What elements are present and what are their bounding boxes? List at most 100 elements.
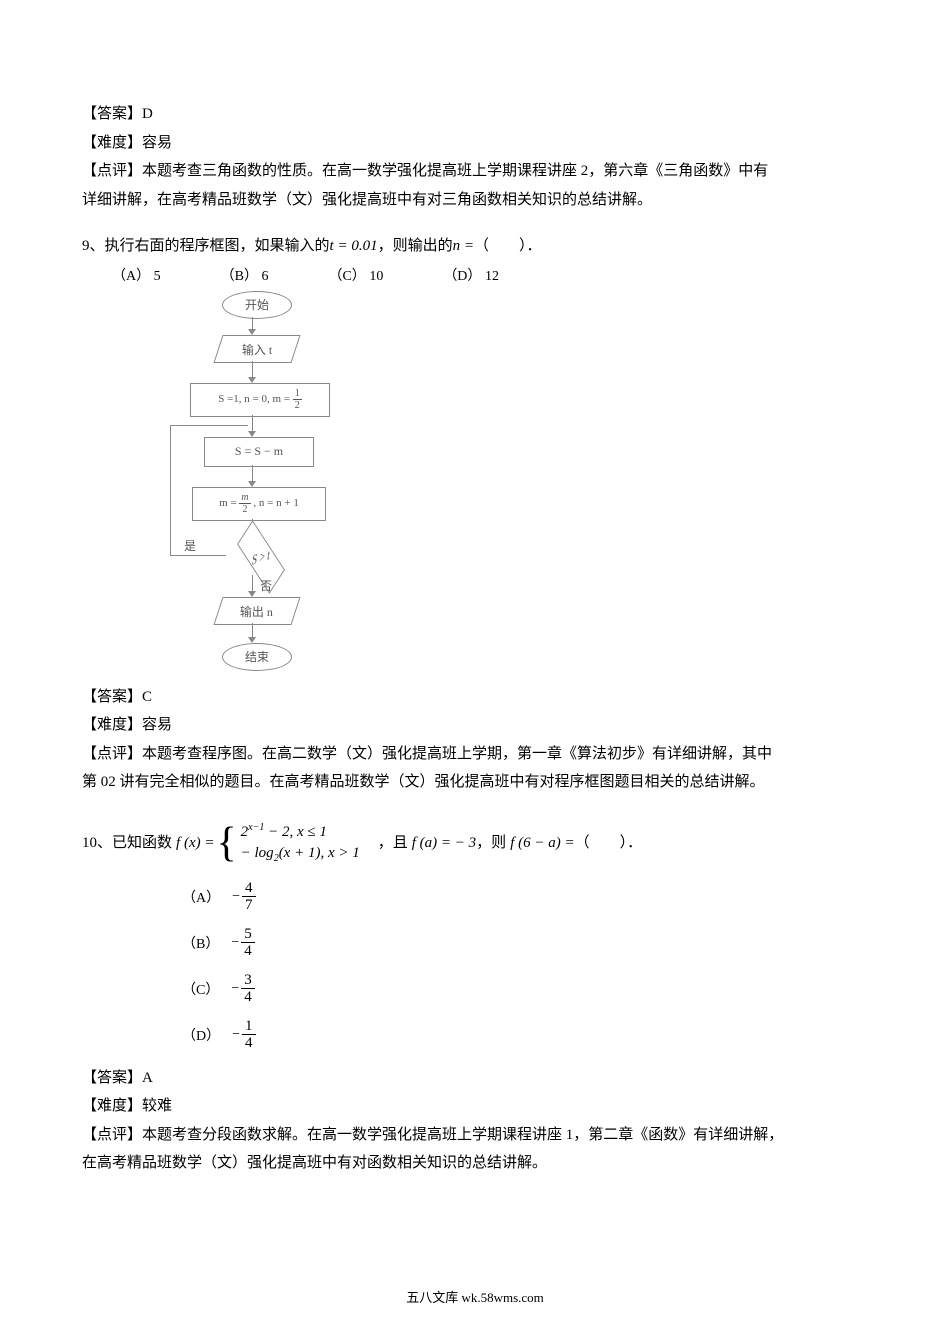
q9-choice-d: （D） 12 (443, 265, 499, 285)
q10-case2-base: − log (241, 845, 274, 861)
q8-comment-line2: 详细讲解，在高考精品班数学（文）强化提高班中有对三角函数相关知识的总结讲解。 (82, 186, 868, 215)
q10-frac-c-num: 3 (241, 972, 255, 990)
difficulty-label: 【难度】 (82, 135, 142, 151)
flow-input-label: 输入 t (242, 340, 272, 357)
minus-icon: − (231, 981, 239, 997)
q10-frac-b-den: 4 (241, 943, 255, 960)
flow-arrow-head (248, 329, 256, 335)
q9-choice-c: （C） 10 (328, 265, 383, 285)
q9-difficulty-line: 【难度】容易 (82, 711, 868, 740)
q10-difficulty-line: 【难度】较难 (82, 1092, 868, 1121)
footer-text: 五八文库 wk.58wms.com (406, 1290, 544, 1305)
flow-start-node: 开始 (222, 291, 292, 319)
q9-stem-c: （ ）． (474, 232, 542, 261)
q10-frac-d-num: 1 (242, 1018, 256, 1036)
q10-comment-line2: 在高考精品班数学（文）强化提高班中有对函数相关知识的总结讲解。 (82, 1149, 868, 1178)
q10-stem-a: 已知函数 (112, 829, 172, 858)
minus-icon: − (232, 889, 240, 905)
flow-start-label: 开始 (245, 296, 269, 313)
q10-number: 10、 (82, 829, 112, 858)
q10-choice-b-label: （B） (182, 933, 219, 953)
q9-choice-c-val: 10 (369, 269, 383, 284)
q10-expr-f6a: f (6 − a) = (510, 829, 574, 858)
q10-frac-c-den: 4 (241, 989, 255, 1006)
q10-choices: （A） − 47 （B） − 54 （C） − 34 （D） − 14 (182, 880, 868, 1052)
flow-output-node: 输出 n (213, 597, 300, 625)
flow-step1-label: S = S − m (235, 444, 283, 459)
flow-init-label: S =1, n = 0, m = 12 (218, 388, 302, 411)
flow-no-label: 否 (260, 577, 272, 594)
flow-init-node: S =1, n = 0, m = 12 (190, 383, 330, 417)
q10-frac-c: 34 (241, 972, 255, 1006)
q8-answer-value: D (142, 106, 153, 122)
q10-case1-exp: x−1 (248, 822, 264, 833)
q10-choice-c-label: （C） (182, 979, 219, 999)
q9-number: 9、 (82, 232, 105, 261)
q10-frac-d: 14 (242, 1018, 256, 1052)
q9-choice-a-val: 5 (154, 269, 161, 284)
q10-choice-d: （D） − 14 (182, 1018, 868, 1052)
q10-answer-line: 【答案】A (82, 1064, 868, 1093)
q10-case2: − log2(x + 1), x > 1 (241, 843, 360, 866)
q8-comment-1: 本题考查三角函数的性质。在高一数学强化提高班上学期课程讲座 2，第六章《三角函数… (142, 163, 768, 179)
q9-answer-value: C (142, 689, 152, 705)
q9-stem: 9、 执行右面的程序框图，如果输入的 t = 0.01 ，则输出的 n = （ … (82, 232, 868, 261)
q9-comment-2: 第 02 讲有完全相似的题目。在高考精品班数学（文）强化提高班中有对程序框图题目… (82, 774, 765, 790)
flow-cond-label: S > t (251, 544, 271, 568)
q9-expr-t: t = 0.01 (330, 232, 378, 261)
flow-input-node: 输入 t (213, 335, 300, 363)
difficulty-label: 【难度】 (82, 1098, 142, 1114)
q10-cases: 2x−1 − 2, x ≤ 1 − log2(x + 1), x > 1 (241, 821, 360, 866)
flow-end-label: 结束 (245, 648, 269, 665)
flow-end-node: 结束 (222, 643, 292, 671)
q9-expr-n: n = (453, 232, 474, 261)
q10-stem: 10、 已知函数 f (x) = { 2x−1 − 2, x ≤ 1 − log… (82, 821, 868, 866)
q10-frac-a: 47 (242, 880, 256, 914)
q9-comment-line1: 【点评】本题考查程序图。在高二数学（文）强化提高班上学期，第一章《算法初步》有详… (82, 740, 868, 769)
q9-answer-line: 【答案】C (82, 683, 868, 712)
q10-difficulty-value: 较难 (142, 1098, 172, 1114)
q9-choice-d-val: 12 (485, 269, 499, 284)
q10-frac-a-den: 7 (242, 897, 256, 914)
q10-frac-b-num: 5 (241, 926, 255, 944)
flow-yes-label: 是 (184, 537, 196, 554)
comment-label: 【点评】 (82, 746, 142, 762)
q10-comment-2: 在高考精品班数学（文）强化提高班中有对函数相关知识的总结讲解。 (82, 1155, 547, 1171)
q10-frac-d-den: 4 (242, 1035, 256, 1052)
q9-difficulty-value: 容易 (142, 717, 172, 733)
flowchart-diagram: 开始 输入 t S =1, n = 0, m = 12 S = S − m m … (132, 291, 332, 671)
q10-stem-c: ，则 (476, 829, 506, 858)
q10-frac-a-num: 4 (242, 880, 256, 898)
flow-arrow (170, 555, 226, 556)
q10-choice-a-label: （A） (182, 887, 220, 907)
q10-stem-d: （ ）． (575, 829, 643, 858)
q10-choice-d-label: （D） (182, 1025, 220, 1045)
q9-comment-line2: 第 02 讲有完全相似的题目。在高考精品班数学（文）强化提高班中有对程序框图题目… (82, 768, 868, 797)
q9-stem-b: ，则输出的 (378, 232, 453, 261)
flow-arrow (170, 425, 171, 555)
q8-comment-2: 详细讲解，在高考精品班数学（文）强化提高班中有对三角函数相关知识的总结讲解。 (82, 192, 652, 208)
q8-difficulty-line: 【难度】容易 (82, 129, 868, 158)
flow-output-label: 输出 n (240, 602, 273, 619)
brace-icon: { (216, 823, 236, 863)
q9-choice-b-val: 6 (261, 269, 268, 284)
answer-label: 【答案】 (82, 1070, 142, 1086)
q10-stem-b: ，且 (378, 829, 408, 858)
minus-icon: − (232, 1027, 240, 1043)
difficulty-label: 【难度】 (82, 717, 142, 733)
q10-answer-value: A (142, 1070, 153, 1086)
answer-label: 【答案】 (82, 106, 142, 122)
page-content: 【答案】D 【难度】容易 【点评】本题考查三角函数的性质。在高一数学强化提高班上… (0, 0, 950, 1208)
q9-choice-b-label: （B） (221, 269, 258, 284)
flow-arrow-head (248, 591, 256, 597)
q9-choices: （A） 5 （B） 6 （C） 10 （D） 12 (112, 265, 868, 285)
flow-step2-label: m = m2 , n = n + 1 (219, 492, 299, 515)
flow-arrow (170, 425, 248, 426)
page-footer: 五八文库 wk.58wms.com (0, 1287, 950, 1306)
q10-choice-a: （A） − 47 (182, 880, 868, 914)
q9-stem-a: 执行右面的程序框图，如果输入的 (105, 232, 330, 261)
q10-piecewise: { 2x−1 − 2, x ≤ 1 − log2(x + 1), x > 1 (216, 821, 359, 866)
q10-choice-b: （B） − 54 (182, 926, 868, 960)
minus-icon: − (231, 935, 239, 951)
q10-case1: 2x−1 − 2, x ≤ 1 (241, 821, 360, 843)
